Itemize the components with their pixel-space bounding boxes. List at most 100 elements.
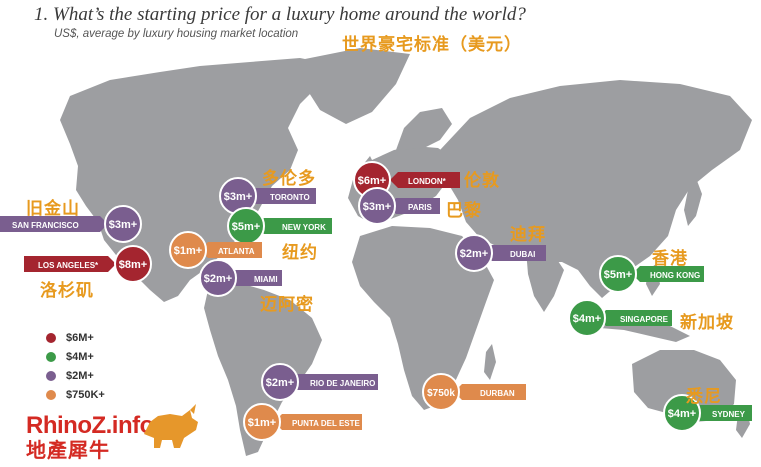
price-text-hong-kong: $5m+ (604, 269, 632, 281)
legend-item-2m: $2M+ (46, 366, 105, 385)
label-tag-durban (454, 384, 526, 400)
zh-label-paris: 巴黎 (446, 201, 482, 221)
marker-los-angeles[interactable]: LOS ANGELES* $8m+ (24, 245, 152, 283)
price-circle-atlanta (169, 231, 207, 269)
legend-dot-4m (46, 351, 56, 362)
label-tag-atlanta (200, 242, 262, 258)
marker-punta-del-este[interactable]: PUNTA DEL ESTE $1m+ (243, 403, 362, 441)
marker-singapore[interactable]: SINGAPORE $4m+ (568, 299, 672, 337)
legend-dot-750k (46, 389, 56, 400)
price-text-paris: $3m+ (363, 201, 391, 213)
label-tag-sydney (692, 405, 752, 421)
price-circle-los-angeles (114, 245, 152, 283)
price-text-miami: $2m+ (204, 273, 232, 285)
label-text-san-francisco: SAN FRANCISCO (12, 221, 79, 230)
continents (60, 48, 752, 456)
label-tag-paris (388, 198, 440, 214)
marker-new-york[interactable]: NEW YORK $5m+ (227, 207, 332, 245)
price-circle-punta-del-este (243, 403, 281, 441)
zh-label-london: 伦敦 (464, 171, 500, 191)
label-tag-san-francisco (0, 216, 108, 232)
legend-label-750k: $750K+ (66, 388, 105, 401)
label-text-london: LONDON* (408, 177, 447, 186)
label-tag-punta-del-este (274, 414, 362, 430)
label-text-dubai: DUBAI (510, 250, 535, 259)
marker-san-francisco[interactable]: SAN FRANCISCO $3m+ (0, 205, 142, 243)
label-text-rio-de-janeiro: RIO DE JANEIRO (310, 379, 375, 388)
label-text-sydney: SYDNEY (712, 410, 746, 419)
madagascar-landmass (484, 344, 496, 380)
marker-dubai[interactable]: DUBAI $2m+ (455, 234, 546, 272)
zh-label-new-york: 纽约 (282, 243, 318, 263)
marker-durban[interactable]: DURBAN $750k (422, 373, 526, 411)
zh-label-dubai: 迪拜 (510, 225, 546, 245)
label-tag-rio-de-janeiro (288, 374, 378, 390)
marker-rio-de-janeiro[interactable]: RIO DE JANEIRO $2m+ (261, 363, 378, 401)
australia-landmass (632, 350, 736, 422)
logo-text-bottom: 地產犀牛 (26, 438, 110, 462)
zh-label-san-francisco: 旧金山 (26, 199, 80, 219)
marker-toronto[interactable]: TORONTO $3m+ (219, 177, 316, 215)
legend-label-2m: $2M+ (66, 369, 94, 382)
label-tag-hong-kong (632, 266, 704, 282)
marker-sydney[interactable]: SYDNEY $4m+ (663, 394, 752, 432)
price-circle-dubai (455, 234, 493, 272)
price-circle-singapore (568, 299, 606, 337)
label-tag-dubai (484, 245, 546, 261)
label-tag-london (390, 172, 460, 188)
rhino-icon (144, 404, 198, 448)
chinese-title: 世界豪宅标准（美元） (342, 35, 522, 55)
greenland-landmass (300, 48, 410, 124)
page-title: 1. What’s the starting price for a luxur… (34, 4, 526, 25)
label-tag-singapore (598, 310, 672, 326)
label-text-new-york: NEW YORK (282, 223, 326, 232)
label-text-atlanta: ATLANTA (218, 247, 255, 256)
label-tag-miami (224, 270, 282, 286)
legend-label-4m: $4M+ (66, 350, 94, 363)
label-text-durban: DURBAN (480, 389, 515, 398)
zh-label-hong-kong: 香港 (652, 249, 688, 269)
price-text-durban: $750k (427, 388, 455, 399)
label-text-toronto: TORONTO (270, 193, 310, 202)
marker-hong-kong[interactable]: HONG KONG $5m+ (599, 255, 704, 293)
price-circle-miami (199, 259, 237, 297)
label-text-los-angeles: LOS ANGELES* (38, 261, 99, 270)
label-text-singapore: SINGAPORE (620, 315, 669, 324)
legend-label-6m: $6M+ (66, 331, 94, 344)
africa-landmass (352, 226, 494, 410)
price-text-atlanta: $1m+ (174, 245, 202, 257)
marker-miami[interactable]: MIAMI $2m+ (199, 259, 282, 297)
zh-label-toronto: 多伦多 (262, 169, 316, 189)
price-text-san-francisco: $3m+ (109, 219, 137, 231)
price-text-singapore: $4m+ (573, 313, 601, 325)
price-text-london: $6m+ (358, 175, 386, 187)
zh-label-singapore: 新加坡 (680, 313, 734, 333)
price-text-dubai: $2m+ (460, 248, 488, 260)
price-text-rio-de-janeiro: $2m+ (266, 377, 294, 389)
japan-landmass (684, 178, 702, 226)
label-text-paris: PARIS (408, 203, 433, 212)
legend-item-750k: $750K+ (46, 385, 105, 404)
label-text-punta-del-este: PUNTA DEL ESTE (292, 419, 361, 428)
legend-dot-2m (46, 370, 56, 381)
price-text-toronto: $3m+ (224, 191, 252, 203)
price-circle-durban (422, 373, 460, 411)
price-circle-rio-de-janeiro (261, 363, 299, 401)
page-subtitle: US$, average by luxury housing market lo… (54, 28, 299, 40)
legend-item-6m: $6M+ (46, 328, 105, 347)
logo-text-top: RhinoZ.info (26, 412, 154, 439)
price-text-new-york: $5m+ (232, 221, 260, 233)
south-america-landmass (204, 282, 322, 456)
price-text-sydney: $4m+ (668, 408, 696, 420)
price-circle-hong-kong (599, 255, 637, 293)
label-tag-new-york (256, 218, 332, 234)
label-tag-toronto (244, 188, 316, 204)
price-circle-paris (358, 187, 396, 225)
zh-label-miami: 迈阿密 (260, 295, 314, 315)
price-circle-san-francisco (104, 205, 142, 243)
india-landmass (526, 250, 564, 312)
marker-atlanta[interactable]: ATLANTA $1m+ (169, 231, 262, 269)
marker-paris[interactable]: PARIS $3m+ (358, 187, 440, 225)
city-markers: SAN FRANCISCO $3m+ LOS ANGELES* $8m+ TOR… (0, 161, 752, 441)
